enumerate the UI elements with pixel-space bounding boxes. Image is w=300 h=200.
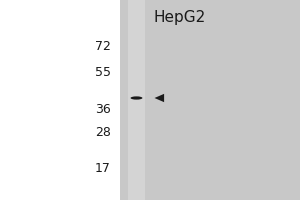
Text: 28: 28 bbox=[95, 127, 111, 140]
Text: 17: 17 bbox=[95, 162, 111, 176]
Bar bbox=[128, 0, 145, 200]
Polygon shape bbox=[154, 94, 164, 102]
Text: 36: 36 bbox=[95, 103, 111, 116]
Text: 55: 55 bbox=[95, 66, 111, 79]
Text: HepG2: HepG2 bbox=[154, 10, 206, 25]
Ellipse shape bbox=[130, 96, 142, 100]
Bar bbox=[120, 0, 300, 200]
Text: 72: 72 bbox=[95, 40, 111, 53]
